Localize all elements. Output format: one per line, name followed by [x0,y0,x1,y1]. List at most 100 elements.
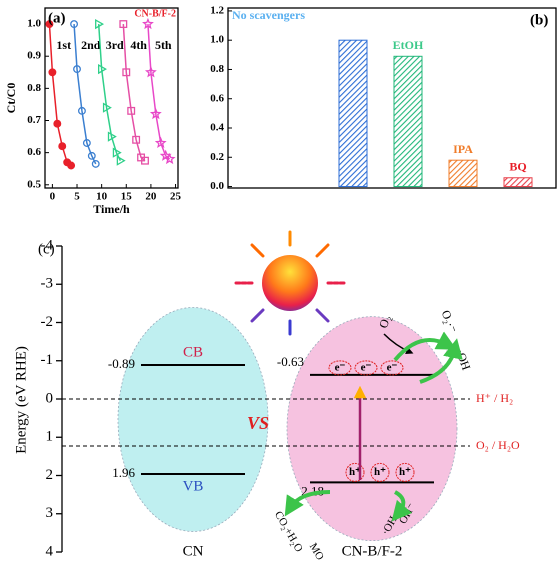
y-tick-label: 1.0 [210,34,224,46]
annotation: CO₂+H₂O [272,509,305,554]
hole [395,462,415,482]
y-tick-label: -2 [41,314,54,330]
electron-label: e⁻ [387,361,398,373]
data-point [87,151,96,160]
data-point [70,20,79,29]
y-tick-label: 0.2 [210,151,224,163]
data-point [48,68,57,77]
y-tick-label: -4 [41,237,54,253]
bar-label: EtOH [393,38,424,52]
band-name: CN-B/F-2 [342,543,403,559]
x-tick-label: 25 [170,191,182,203]
data-point [112,147,122,158]
series-line [73,24,97,165]
data-point [97,63,107,75]
bar [338,39,368,188]
electron-label: e⁻ [335,361,346,373]
data-point [116,155,126,166]
y-tick-label: 1.0 [27,18,41,30]
y-tick-label: 0 [46,390,54,406]
panel-label: (b) [530,12,548,28]
band-name: CN [183,543,204,559]
hole-label: h⁺ [374,466,386,478]
data-point [154,136,167,149]
vb-label: VB [183,478,204,494]
reference-label: H⁺ / H₂ [476,391,513,405]
data-point [107,131,117,142]
x-tick-label: 20 [145,191,157,203]
data-point [142,17,154,30]
series-label: 1st [56,38,71,52]
data-point [58,142,67,151]
cb-value: -0.89 [108,356,135,371]
annotation: O₂ [376,313,394,330]
panel-label: (a) [48,10,66,26]
series-label: 4th [130,38,147,52]
y-axis-label: Energy (eV RHE) [13,346,29,454]
y-tick-label: 0.6 [27,146,41,158]
x-tick-label: 0 [50,191,56,203]
arrows [284,331,463,522]
y-tick-label: -1 [41,352,54,368]
data-point [82,139,91,147]
cb-value: -0.63 [277,354,304,369]
x-axis-label: Time/h [93,202,130,216]
annotation: CN-B/F-2 [134,8,176,19]
data-point [163,152,176,165]
hole-label: h⁺ [349,466,361,478]
band-ellipse [286,316,458,542]
bar [503,177,533,188]
electron [354,360,378,376]
y-tick-label: 0.8 [27,82,41,94]
y-tick-label: 0.7 [27,114,41,126]
panel-label: (c) [38,241,55,257]
reference-label: O₂ / H₂O [476,438,520,452]
y-tick-label: 1.2 [210,4,224,16]
x-tick-label: 10 [96,191,108,203]
series-label: 3rd [106,38,124,52]
x-tick-label: 15 [121,191,133,203]
annotation: MO [307,541,326,562]
x-tick-label: 5 [74,191,80,203]
data-point [53,119,62,128]
bar-label: No scavengers [232,8,305,22]
data-point [102,102,112,113]
vb-value: 1.96 [112,465,135,480]
data-point [91,159,100,168]
y-tick-label: 0.4 [210,122,224,134]
series-line [147,24,171,160]
band-ellipse [117,307,269,532]
bar-label: IPA [453,142,473,156]
series-label: 2nd [81,38,101,52]
data-point [141,156,149,165]
hole-label: h⁺ [399,466,411,478]
y-tick-label: 1 [46,429,54,445]
data-point [73,65,81,74]
annotation: VS [247,413,269,433]
electron-label: e⁻ [361,361,372,373]
hole [370,462,390,482]
y-tick-label: 0.8 [210,63,224,75]
data-point [67,161,76,170]
y-axis-label: Ct/C0 [4,83,18,114]
data-point [127,106,136,115]
annotation: O₂·⁻ [439,308,460,335]
data-point [144,66,157,78]
plot-frame [227,7,557,189]
data-point [77,106,86,115]
sun [232,230,348,336]
bar [393,55,423,188]
data-point [95,18,105,30]
data-point [132,135,141,144]
y-tick-label: 0.6 [210,92,224,104]
y-tick-label: -3 [41,276,54,292]
cb-label: CB [183,344,203,360]
bar [448,159,478,188]
electron [380,360,404,376]
y-tick-label: 0.5 [27,178,41,190]
hole [345,462,365,482]
plot-frame [44,7,179,189]
y-tick-label: 3 [46,505,54,521]
y-tick-label: 0.0 [210,180,224,192]
